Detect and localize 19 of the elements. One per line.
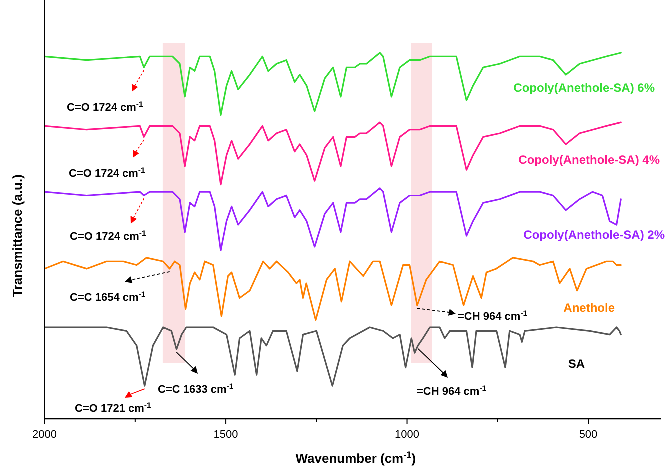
- annotation: C=C 1654 cm$^{-1}$: [70, 290, 146, 304]
- series-label: Copoly(Anethole-SA) 6%: [514, 81, 656, 95]
- x-tick-label: 1500: [214, 429, 238, 441]
- annotation: C=O 1724 cm$^{-1}$: [69, 166, 146, 180]
- annotation: C=C 1633 cm$^{-1}$: [158, 382, 234, 396]
- text: Copoly(Anethole-SA) 4%: [518, 153, 660, 167]
- x-tick-label: 1000: [395, 429, 420, 441]
- series-label: Copoly(Anethole-SA) 2%: [524, 228, 665, 242]
- annotation: =CH 964 cm$^{-1}$: [458, 308, 528, 323]
- y-axis-title: Transmittance (a.u.): [10, 174, 25, 298]
- text: SA: [568, 357, 586, 371]
- x-tick-label: 500: [579, 429, 598, 441]
- x-axis-title: Wavenumber (cm$^{-1}$): [296, 450, 416, 466]
- annotation: =CH 964 cm$^{-1}$: [417, 384, 488, 398]
- x-tick-label: 2000: [32, 429, 58, 441]
- series-label: Anethole: [564, 301, 616, 315]
- annotation: C=O 1724 cm$^{-1}$: [67, 100, 144, 114]
- annotation: C=O 1724 cm$^{-1}$: [70, 228, 147, 243]
- annotation: C=O 1721 cm$^{-1}$: [75, 400, 152, 415]
